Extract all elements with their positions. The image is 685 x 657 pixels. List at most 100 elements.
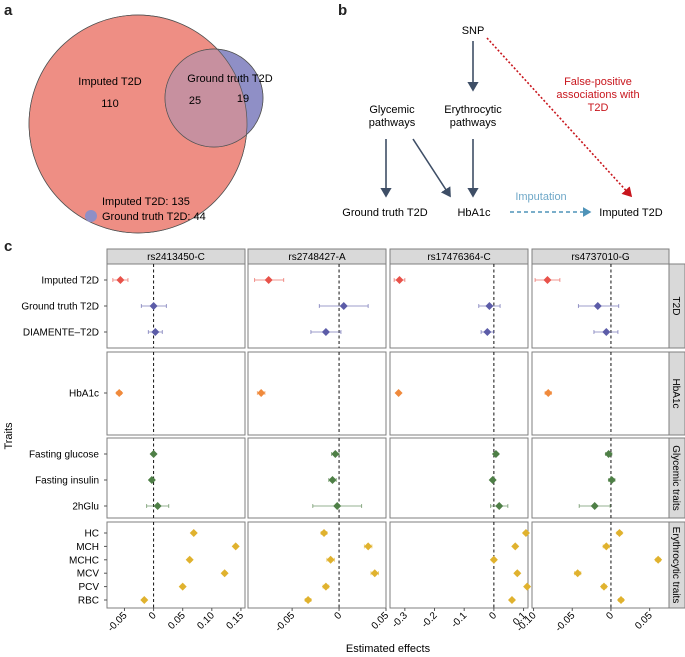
point-estimate [116, 276, 125, 284]
point-estimate [617, 596, 626, 604]
point-estimate [333, 502, 342, 510]
x-tick-label: 0 [487, 610, 499, 622]
point-estimate [370, 569, 379, 578]
point-estimate [153, 502, 162, 510]
point-estimate [364, 542, 373, 551]
point-estimate [394, 389, 403, 397]
point-estimate [140, 596, 149, 604]
point-estimate [488, 476, 497, 484]
point-estimate [395, 276, 404, 284]
panel-label-b: b [338, 2, 348, 19]
point-estimate [151, 328, 160, 336]
x-tick-label: 0.05 [166, 610, 188, 632]
point-estimate [521, 529, 530, 537]
point-estimate [573, 569, 582, 578]
node-snp: SNP [462, 25, 485, 37]
venn-label-ground-truth: Ground truth T2D [187, 73, 272, 85]
x-tick-label: -0.1 [449, 610, 469, 630]
facet-panel [389, 263, 529, 349]
facet-panel [106, 351, 246, 436]
y-tick-label: DIAMENTE–T2D [23, 328, 99, 339]
point-estimate [304, 596, 313, 604]
point-estimate [602, 328, 611, 336]
x-tick-label: 0 [147, 610, 159, 622]
point-estimate [147, 476, 156, 484]
y-tick-label: Fasting insulin [35, 476, 99, 487]
node-ground-truth-t2d: Ground truth T2D [342, 207, 427, 219]
x-tick-label: 0.05 [633, 610, 655, 632]
y-tick-label: Imputed T2D [41, 276, 99, 287]
y-axis-title: Traits [3, 422, 15, 450]
point-estimate [511, 542, 520, 551]
facet-panel [247, 521, 387, 609]
point-estimate [321, 328, 330, 336]
row-strip-label: Glycemic traits [670, 445, 681, 511]
point-estimate [544, 389, 553, 397]
point-estimate [320, 529, 329, 537]
point-estimate [654, 555, 663, 564]
y-tick-label: 2hGlu [72, 502, 99, 513]
y-tick-label: MCV [77, 569, 100, 580]
y-tick-label: MCHC [69, 555, 99, 566]
point-estimate [602, 542, 611, 551]
legend-label-imputed: Imputed T2D: 135 [102, 196, 190, 208]
node-erythrocytic-line1: Erythrocytic [444, 104, 502, 116]
point-estimate [599, 582, 608, 591]
y-tick-label: RBC [78, 596, 99, 607]
y-tick-label: MCH [76, 542, 99, 553]
point-estimate [491, 450, 500, 458]
x-tick-label: -0.3 [390, 610, 410, 630]
point-estimate [231, 542, 240, 551]
facet-panel [389, 521, 529, 609]
row-strip-label: HbA1c [670, 378, 681, 408]
facet-strip-label: rs17476364-C [427, 252, 490, 263]
causal-diagram: SNP Glycemic pathways Erythrocytic pathw… [342, 25, 662, 219]
false-positive-label-line1: False-positive [564, 76, 632, 88]
facet-panel [389, 437, 529, 519]
point-estimate [339, 302, 348, 310]
venn-count-ground-truth-only: 19 [237, 93, 249, 105]
arrow-snp-to-imputed-false-positive [486, 37, 633, 198]
point-estimate [149, 302, 158, 310]
point-estimate [507, 596, 516, 604]
x-tick-label: 0 [604, 610, 616, 622]
point-estimate [489, 555, 498, 564]
x-tick-label: -0.05 [553, 610, 577, 634]
point-estimate [264, 276, 273, 284]
x-tick-label: -0.05 [273, 610, 297, 634]
x-tick-label: -0.05 [106, 610, 130, 634]
panel-label-c: c [4, 238, 13, 255]
point-estimate [485, 302, 494, 310]
x-tick-label: 0 [332, 610, 344, 622]
false-positive-label-line2: associations with [556, 89, 639, 101]
venn-diagram: Imputed T2D 110 Ground truth T2D 25 19 I… [28, 14, 273, 234]
venn-label-imputed: Imputed T2D [78, 76, 141, 88]
imputation-label: Imputation [515, 191, 566, 203]
x-tick-label: 0.05 [370, 610, 392, 632]
point-estimate [185, 555, 194, 564]
point-estimate [331, 450, 340, 458]
node-hba1c: HbA1c [457, 207, 491, 219]
point-estimate [149, 450, 158, 458]
point-estimate [615, 529, 624, 537]
facet-strip-label: rs2413450-C [147, 252, 205, 263]
point-estimate [115, 389, 124, 397]
row-strip-t2d [668, 263, 685, 349]
venn-count-overlap: 25 [189, 95, 201, 107]
point-estimate [590, 502, 599, 510]
forest-plot: Traits Estimated effects rs2413450-C -0.05 0… [3, 248, 685, 655]
venn-count-imputed-only: 110 [101, 98, 119, 110]
y-tick-label: Fasting glucose [29, 450, 99, 461]
row-strip-label: T2D [670, 297, 681, 316]
legend-swatch-imputed [85, 195, 97, 207]
y-tick-label: Ground truth T2D [21, 302, 99, 313]
y-tick-label: PCV [78, 582, 99, 593]
point-estimate [604, 450, 613, 458]
venn-circle-ground-truth-outline [164, 48, 264, 148]
facet-strip-label: rs4737010-G [571, 252, 630, 263]
row-strip-glycemic-traits [668, 437, 685, 519]
y-tick-label: HC [85, 529, 99, 540]
node-glycemic-line2: pathways [369, 117, 416, 129]
point-estimate [513, 569, 522, 578]
